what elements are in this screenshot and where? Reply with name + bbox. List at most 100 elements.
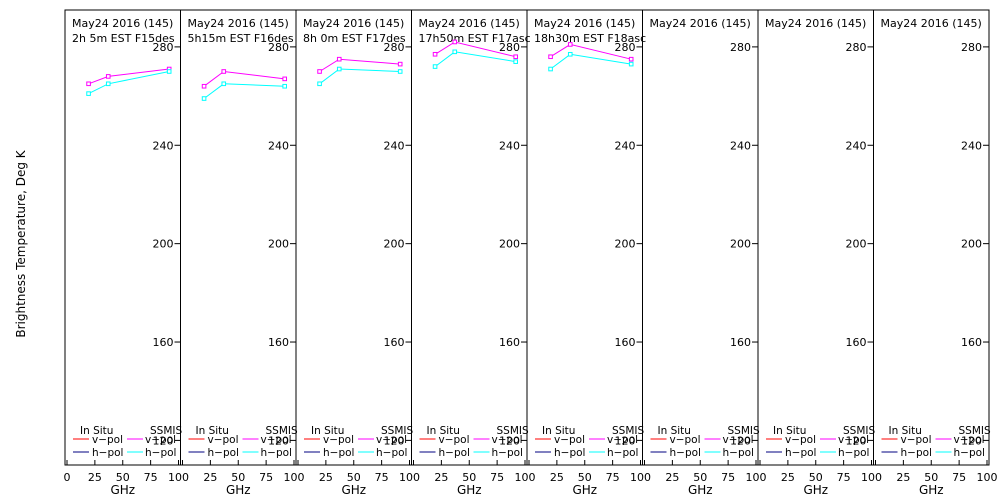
series-ssmis-h-point xyxy=(105,81,111,87)
panel-date-label: May24 2016 (145) xyxy=(765,17,866,30)
y-tick-label: 200 xyxy=(268,238,289,251)
x-tick-label: 25 xyxy=(88,471,102,484)
series-ssmis-v-point xyxy=(452,39,458,45)
y-tick-label: 160 xyxy=(153,336,174,349)
y-tick-label: 120 xyxy=(961,434,982,447)
x-axis-title: GHz xyxy=(226,483,251,497)
panel-date-label: May24 2016 (145) xyxy=(419,17,520,30)
legend-in-situ-heading: In Situ xyxy=(196,425,229,437)
panel-time-label: 2h 5m EST F15des xyxy=(72,32,175,45)
x-axis-title: GHz xyxy=(803,483,828,497)
y-tick-label: 160 xyxy=(268,336,289,349)
panel-time-label: 18h30m EST F18asc xyxy=(534,32,646,45)
series-ssmis-v-point xyxy=(397,61,403,67)
x-axis-title: GHz xyxy=(457,483,482,497)
y-tick-label: 280 xyxy=(961,41,982,54)
x-tick-label: 75 xyxy=(144,471,158,484)
series-ssmis-v-point xyxy=(336,56,342,62)
y-tick-label: 280 xyxy=(153,41,174,54)
y-tick-label: 160 xyxy=(615,336,636,349)
legend-in-situ-v-label: v−pol xyxy=(323,434,354,446)
x-tick-label: 25 xyxy=(896,471,910,484)
y-tick-label: 280 xyxy=(268,41,289,54)
y-tick-label: 240 xyxy=(846,139,867,152)
legend-in-situ-heading: In Situ xyxy=(311,425,344,437)
panel-date-label: May24 2016 (145) xyxy=(534,17,635,30)
series-ssmis-v-point xyxy=(317,69,322,74)
legend-ssmis-heading: SSMIS xyxy=(381,425,413,437)
legend-in-situ-v-label: v−pol xyxy=(785,434,816,446)
panel-date-label: May24 2016 (145) xyxy=(650,17,751,30)
x-axis-title: GHz xyxy=(919,483,944,497)
y-tick-label: 160 xyxy=(499,336,520,349)
y-tick-label: 240 xyxy=(615,139,636,152)
y-tick-label: 280 xyxy=(384,41,405,54)
x-tick-label: 50 xyxy=(809,471,823,484)
legend-ssmis-h-label: h−pol xyxy=(607,447,638,459)
series-ssmis-h-point xyxy=(282,83,287,89)
x-tick-label: 75 xyxy=(837,471,851,484)
panel-3: May24 2016 (145) 8h 0m EST F17des 120 160 20… xyxy=(295,9,420,497)
series-ssmis-v-point xyxy=(282,76,287,82)
y-tick-label: 280 xyxy=(846,41,867,54)
x-tick-label: 100 xyxy=(284,471,305,484)
legend-in-situ-h-label: h−pol xyxy=(554,447,585,459)
series-ssmis-v-line xyxy=(88,68,170,85)
series-ssmis-h-point xyxy=(567,51,573,57)
y-tick-label: 200 xyxy=(615,238,636,251)
legend-ssmis-heading: SSMIS xyxy=(497,425,529,437)
x-tick-label: 100 xyxy=(515,471,536,484)
series-ssmis-h-point xyxy=(397,69,403,74)
y-tick-label: 280 xyxy=(615,41,636,54)
legend-ssmis-h-label: h−pol xyxy=(145,447,176,459)
y-tick-label: 240 xyxy=(384,139,405,152)
series-ssmis-v-point xyxy=(513,54,518,60)
panel-time-label: 8h 0m EST F17des xyxy=(303,32,406,45)
series-ssmis-h-line xyxy=(319,68,401,85)
legend-ssmis-v-label: v−pol xyxy=(954,434,985,446)
x-tick-label: 75 xyxy=(952,471,966,484)
panel-6: May24 2016 (145) 120 160 200 240 280 25 50 75 100… xyxy=(642,9,767,497)
x-tick-label: 75 xyxy=(490,471,504,484)
legend-ssmis-heading: SSMIS xyxy=(612,425,644,437)
panel-date-label: May24 2016 (145) xyxy=(881,17,982,30)
legend-ssmis-v-label: v−pol xyxy=(492,434,523,446)
series-ssmis-h-point xyxy=(336,66,342,72)
series-ssmis-v-point xyxy=(201,83,207,89)
series-ssmis-v-point xyxy=(86,81,91,87)
y-axis-title: Brightness Temperature, Deg K xyxy=(14,149,28,337)
legend-in-situ-h-label: h−pol xyxy=(439,447,470,459)
series-ssmis-h-point xyxy=(221,81,227,87)
series-ssmis-h-point xyxy=(628,61,634,67)
panel-7: May24 2016 (145) 120 160 200 240 280 25 50 75 100… xyxy=(757,9,882,497)
y-tick-label: 120 xyxy=(846,434,867,447)
legend-ssmis-v-label: v−pol xyxy=(376,434,407,446)
legend-in-situ-v-label: v−pol xyxy=(92,434,123,446)
panel-time-label: 5h15m EST F16des xyxy=(188,32,294,45)
y-tick-label: 120 xyxy=(153,434,174,447)
y-tick-label: 200 xyxy=(153,238,174,251)
x-tick-label: 0 xyxy=(64,471,71,484)
series-ssmis-h-point xyxy=(317,81,322,87)
x-tick-label: 25 xyxy=(203,471,217,484)
series-ssmis-h-line xyxy=(203,83,285,99)
x-tick-label: 75 xyxy=(606,471,620,484)
y-tick-label: 200 xyxy=(730,238,751,251)
legend-in-situ-heading: In Situ xyxy=(427,425,460,437)
x-tick-label: 50 xyxy=(231,471,245,484)
x-tick-label: 50 xyxy=(462,471,476,484)
legend-ssmis-h-label: h−pol xyxy=(838,447,869,459)
x-tick-label: 100 xyxy=(861,471,882,484)
y-tick-label: 120 xyxy=(384,434,405,447)
x-tick-label: 75 xyxy=(259,471,273,484)
panel-4: May24 2016 (145) 17h50m EST F17asc 120 160 2… xyxy=(411,9,536,497)
x-tick-label: 100 xyxy=(977,471,998,484)
x-tick-label: 50 xyxy=(578,471,592,484)
legend-ssmis-h-label: h−pol xyxy=(492,447,523,459)
series-ssmis-v-point xyxy=(221,69,227,74)
legend-in-situ-v-label: v−pol xyxy=(439,434,470,446)
x-tick-label: 50 xyxy=(693,471,707,484)
series-ssmis-h-point xyxy=(166,69,172,74)
series-ssmis-v-point xyxy=(628,56,634,62)
